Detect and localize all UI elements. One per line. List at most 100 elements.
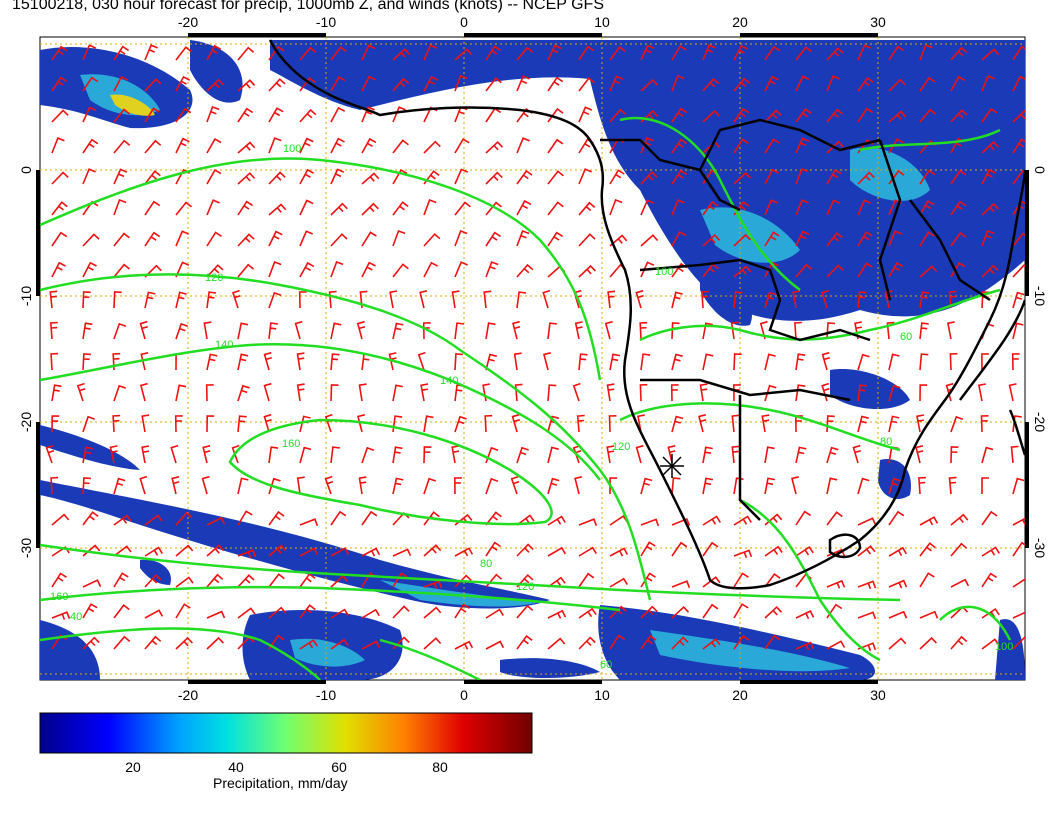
wind-barb <box>888 637 907 650</box>
wind-barb <box>206 610 226 619</box>
wind-barb <box>948 476 957 495</box>
wind-barb <box>857 107 874 123</box>
wind-barb <box>578 106 593 123</box>
wind-barb <box>702 44 716 61</box>
wind-barb <box>82 44 97 61</box>
wind-barb <box>454 74 468 92</box>
wind-barb <box>113 291 122 309</box>
wind-barb <box>451 290 460 309</box>
contour-label: 160 <box>50 591 68 603</box>
lat-tick-label: -20 <box>18 412 34 432</box>
wind-barb <box>702 322 713 340</box>
wind-barb <box>888 384 901 402</box>
lat-tick-label: -10 <box>18 286 34 306</box>
wind-barb <box>547 384 557 402</box>
wind-barb <box>109 445 118 464</box>
wind-barb <box>139 320 148 340</box>
wind-barb <box>144 78 162 92</box>
wind-barb <box>888 262 904 278</box>
wind-barb <box>423 261 438 278</box>
wind-barb <box>857 580 877 590</box>
wind-barb <box>1012 170 1025 185</box>
wind-barb <box>50 476 59 495</box>
wind-barb <box>392 169 408 185</box>
wind-barb <box>299 572 316 588</box>
wind-barb <box>324 475 334 495</box>
contour-label: 120 <box>612 441 630 453</box>
wind-barb <box>764 199 778 216</box>
wind-barb <box>981 168 996 185</box>
wind-barb <box>175 75 191 92</box>
wind-barb <box>113 198 127 216</box>
wind-barb <box>730 321 739 340</box>
wind-barb <box>51 201 68 216</box>
wind-barb <box>919 169 936 185</box>
wind-barb <box>330 384 339 402</box>
wind-barb <box>392 201 409 216</box>
contour-label: 120 <box>205 272 223 284</box>
wind-barb <box>640 572 656 588</box>
wind-barb <box>702 576 721 588</box>
wind-barb <box>484 414 493 433</box>
wind-barb <box>516 199 532 216</box>
wind-barb <box>392 48 411 61</box>
wind-barb <box>237 574 255 588</box>
wind-barb <box>1012 541 1025 557</box>
wind-barb <box>888 610 908 619</box>
wind-barb <box>950 231 967 247</box>
wind-barb <box>82 168 96 185</box>
wind-barb <box>423 198 437 216</box>
wind-barb <box>516 137 530 154</box>
wind-barb <box>330 76 346 92</box>
wind-barb <box>981 264 999 278</box>
wind-barb <box>82 511 99 526</box>
wind-barb <box>609 634 626 650</box>
wind-barb <box>423 140 441 154</box>
colorbar <box>39 712 533 754</box>
wind-barb <box>139 382 148 402</box>
wind-barb <box>764 634 781 650</box>
wind-barb <box>237 415 247 433</box>
wind-barb <box>950 169 967 185</box>
wind-barb <box>640 44 655 61</box>
wind-barb <box>361 172 380 185</box>
wind-barb <box>915 445 924 464</box>
wind-barb <box>950 262 966 278</box>
wind-barb <box>361 608 380 619</box>
wind-barb <box>547 446 559 464</box>
lon-tick-label: 10 <box>594 14 610 30</box>
wind-barb <box>144 514 163 526</box>
wind-barb <box>1012 109 1025 123</box>
wind-barb <box>113 635 131 650</box>
wind-barb <box>144 291 156 309</box>
wind-barb <box>671 138 688 154</box>
wind-barb <box>919 322 929 340</box>
wind-barb <box>485 201 502 216</box>
wind-barb <box>175 636 193 650</box>
wind-barb <box>888 110 907 123</box>
wind-barb <box>361 510 378 526</box>
wind-barb <box>640 137 654 154</box>
wind-barb <box>761 414 770 433</box>
height-contours <box>40 116 1012 680</box>
contour-label: 140 <box>440 375 458 387</box>
wind-barb <box>392 548 412 557</box>
wind-barb <box>237 46 255 61</box>
wind-barb <box>268 78 286 92</box>
wind-barb <box>171 476 180 495</box>
wind-barb <box>237 477 249 495</box>
lon-tick-label: 10 <box>594 687 610 703</box>
wind-barb <box>423 606 442 619</box>
wind-barb <box>826 477 838 495</box>
wind-barb <box>543 352 551 371</box>
wind-barb <box>671 353 683 371</box>
wind-barb <box>299 230 314 247</box>
wind-barb <box>702 446 713 464</box>
wind-barb <box>268 230 283 247</box>
lon-tick-label: 30 <box>870 687 886 703</box>
wind-barb <box>113 108 130 123</box>
wind-barb <box>356 320 366 340</box>
wind-barb <box>237 107 254 123</box>
precipitation-layer <box>40 40 1025 680</box>
wind-barb <box>635 444 644 464</box>
